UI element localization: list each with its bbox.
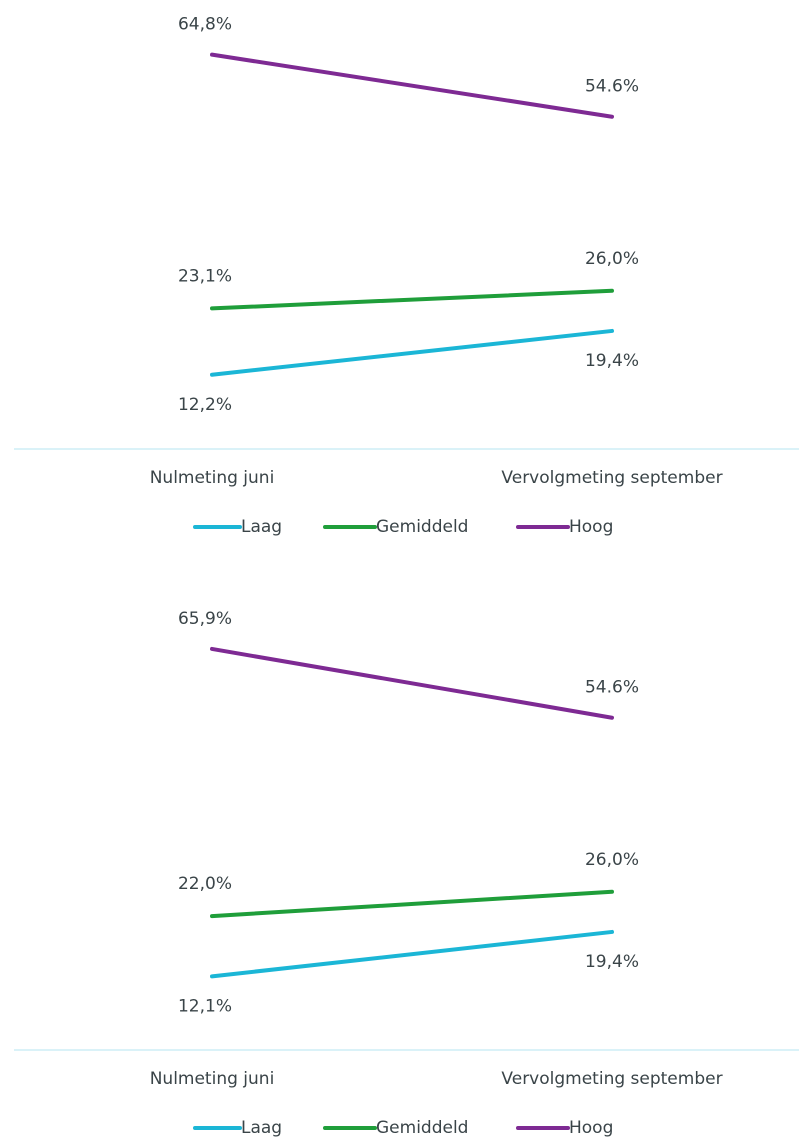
series-line [210,929,614,979]
series-line [210,52,614,119]
data-label: 12,2% [178,395,232,415]
series-line [210,328,614,377]
x-tick-label: Nulmeting juni [150,468,275,488]
data-label: 12,1% [178,996,232,1016]
series-line [210,288,614,311]
data-label: 19,4% [585,952,639,972]
legend-label: Laag [241,1118,282,1138]
data-label: 65,9% [178,609,232,629]
data-label: 54.6% [585,77,639,97]
x-tick-label: Vervolgmeting september [501,1069,722,1089]
x-tick-label: Nulmeting juni [150,1069,275,1089]
x-tick-label: Vervolgmeting september [501,468,722,488]
data-label: 26,0% [585,249,639,269]
legend-label: Gemiddeld [376,1118,468,1138]
data-label: 22,0% [178,874,232,894]
legend-label: Laag [241,517,282,537]
data-label: 64,8% [178,15,232,35]
series-line [210,889,614,919]
data-label: 26,0% [585,850,639,870]
data-label: 54.6% [585,678,639,698]
legend-label: Hoog [569,1118,613,1138]
legend-label: Hoog [569,517,613,537]
series-line [210,646,614,720]
legend-label: Gemiddeld [376,517,468,537]
data-label: 19,4% [585,351,639,371]
data-label: 23,1% [178,266,232,286]
